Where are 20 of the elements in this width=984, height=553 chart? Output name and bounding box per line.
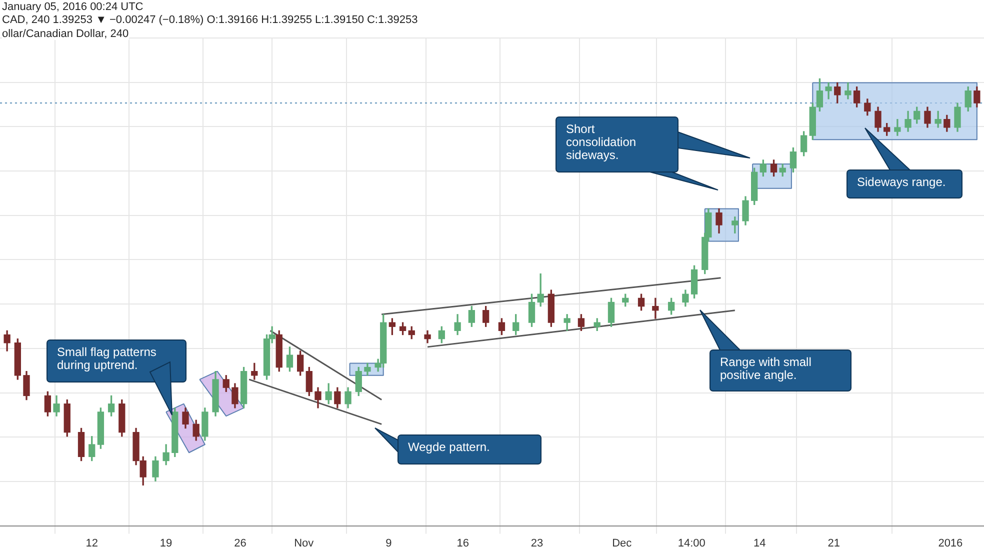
x-tick-label: 9 (386, 537, 392, 550)
x-tick-label: 23 (530, 537, 544, 550)
chart-subtitle: ollar/Canadian Dollar, 240 (2, 28, 129, 40)
text: January 05, 2016 00:24 UTC (2, 1, 144, 13)
x-tick-label: 14 (754, 537, 766, 550)
x-tick-label: 14:00 (678, 537, 706, 550)
chart-title: CAD, 240 1.39253 ▼ −0.00247 (−0.18%) O:1.39166 H:1.39255 L:1.39150 C:1.39253 (2, 14, 418, 26)
x-tick-label: 16 (456, 537, 469, 550)
annotation: Wegde pattern. (398, 435, 541, 464)
annotation: Range with small positive angle. (710, 350, 851, 391)
annotation: Short consolidation sideways. (556, 117, 678, 172)
x-tick-label: 12 (86, 537, 98, 550)
x-tick-label: 19 (160, 537, 172, 550)
x-tick-label: 26 (234, 537, 246, 550)
annotation: Small flag patterns during uptrend. (47, 340, 186, 382)
x-tick-label: 2016 (938, 537, 963, 550)
x-tick-label: 21 (828, 537, 840, 550)
x-tick-label: Nov (294, 537, 314, 550)
annotation: Sideways range. (847, 170, 962, 198)
x-tick-label: Dec (612, 537, 632, 550)
